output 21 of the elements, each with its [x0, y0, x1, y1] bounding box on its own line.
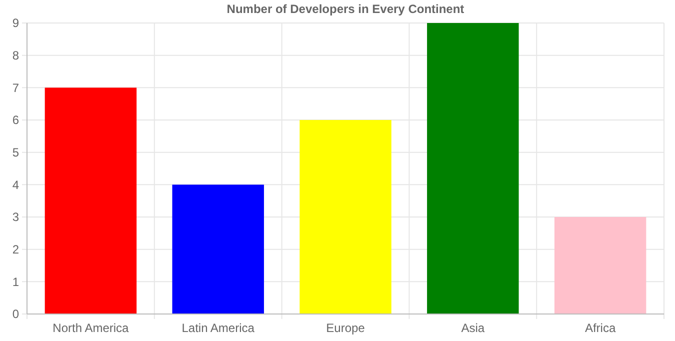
y-tick-label: 5 [12, 146, 20, 160]
y-tick-label: 0 [12, 307, 20, 322]
x-tick-label: Africa [584, 321, 616, 335]
y-tick-label: 9 [12, 16, 20, 30]
y-tick-label: 7 [12, 80, 20, 95]
y-tick-label: 4 [12, 178, 20, 192]
bar [427, 23, 519, 314]
y-tick-label: 6 [12, 113, 20, 128]
x-tick-label: North America [52, 321, 130, 335]
bar [554, 217, 646, 314]
y-tick-label: 8 [12, 48, 20, 63]
x-tick-label: Europe [326, 321, 366, 335]
x-tick-label: Latin America [182, 321, 255, 335]
bar [172, 184, 264, 314]
y-tick-label: 1 [12, 274, 20, 289]
x-tick-label: Asia [461, 321, 485, 335]
y-tick-label: 3 [12, 210, 20, 224]
bar [300, 120, 392, 314]
chart-title: Number of Developers in Every Continent [226, 2, 464, 16]
y-tick-label: 2 [12, 242, 20, 257]
bar [44, 88, 137, 314]
